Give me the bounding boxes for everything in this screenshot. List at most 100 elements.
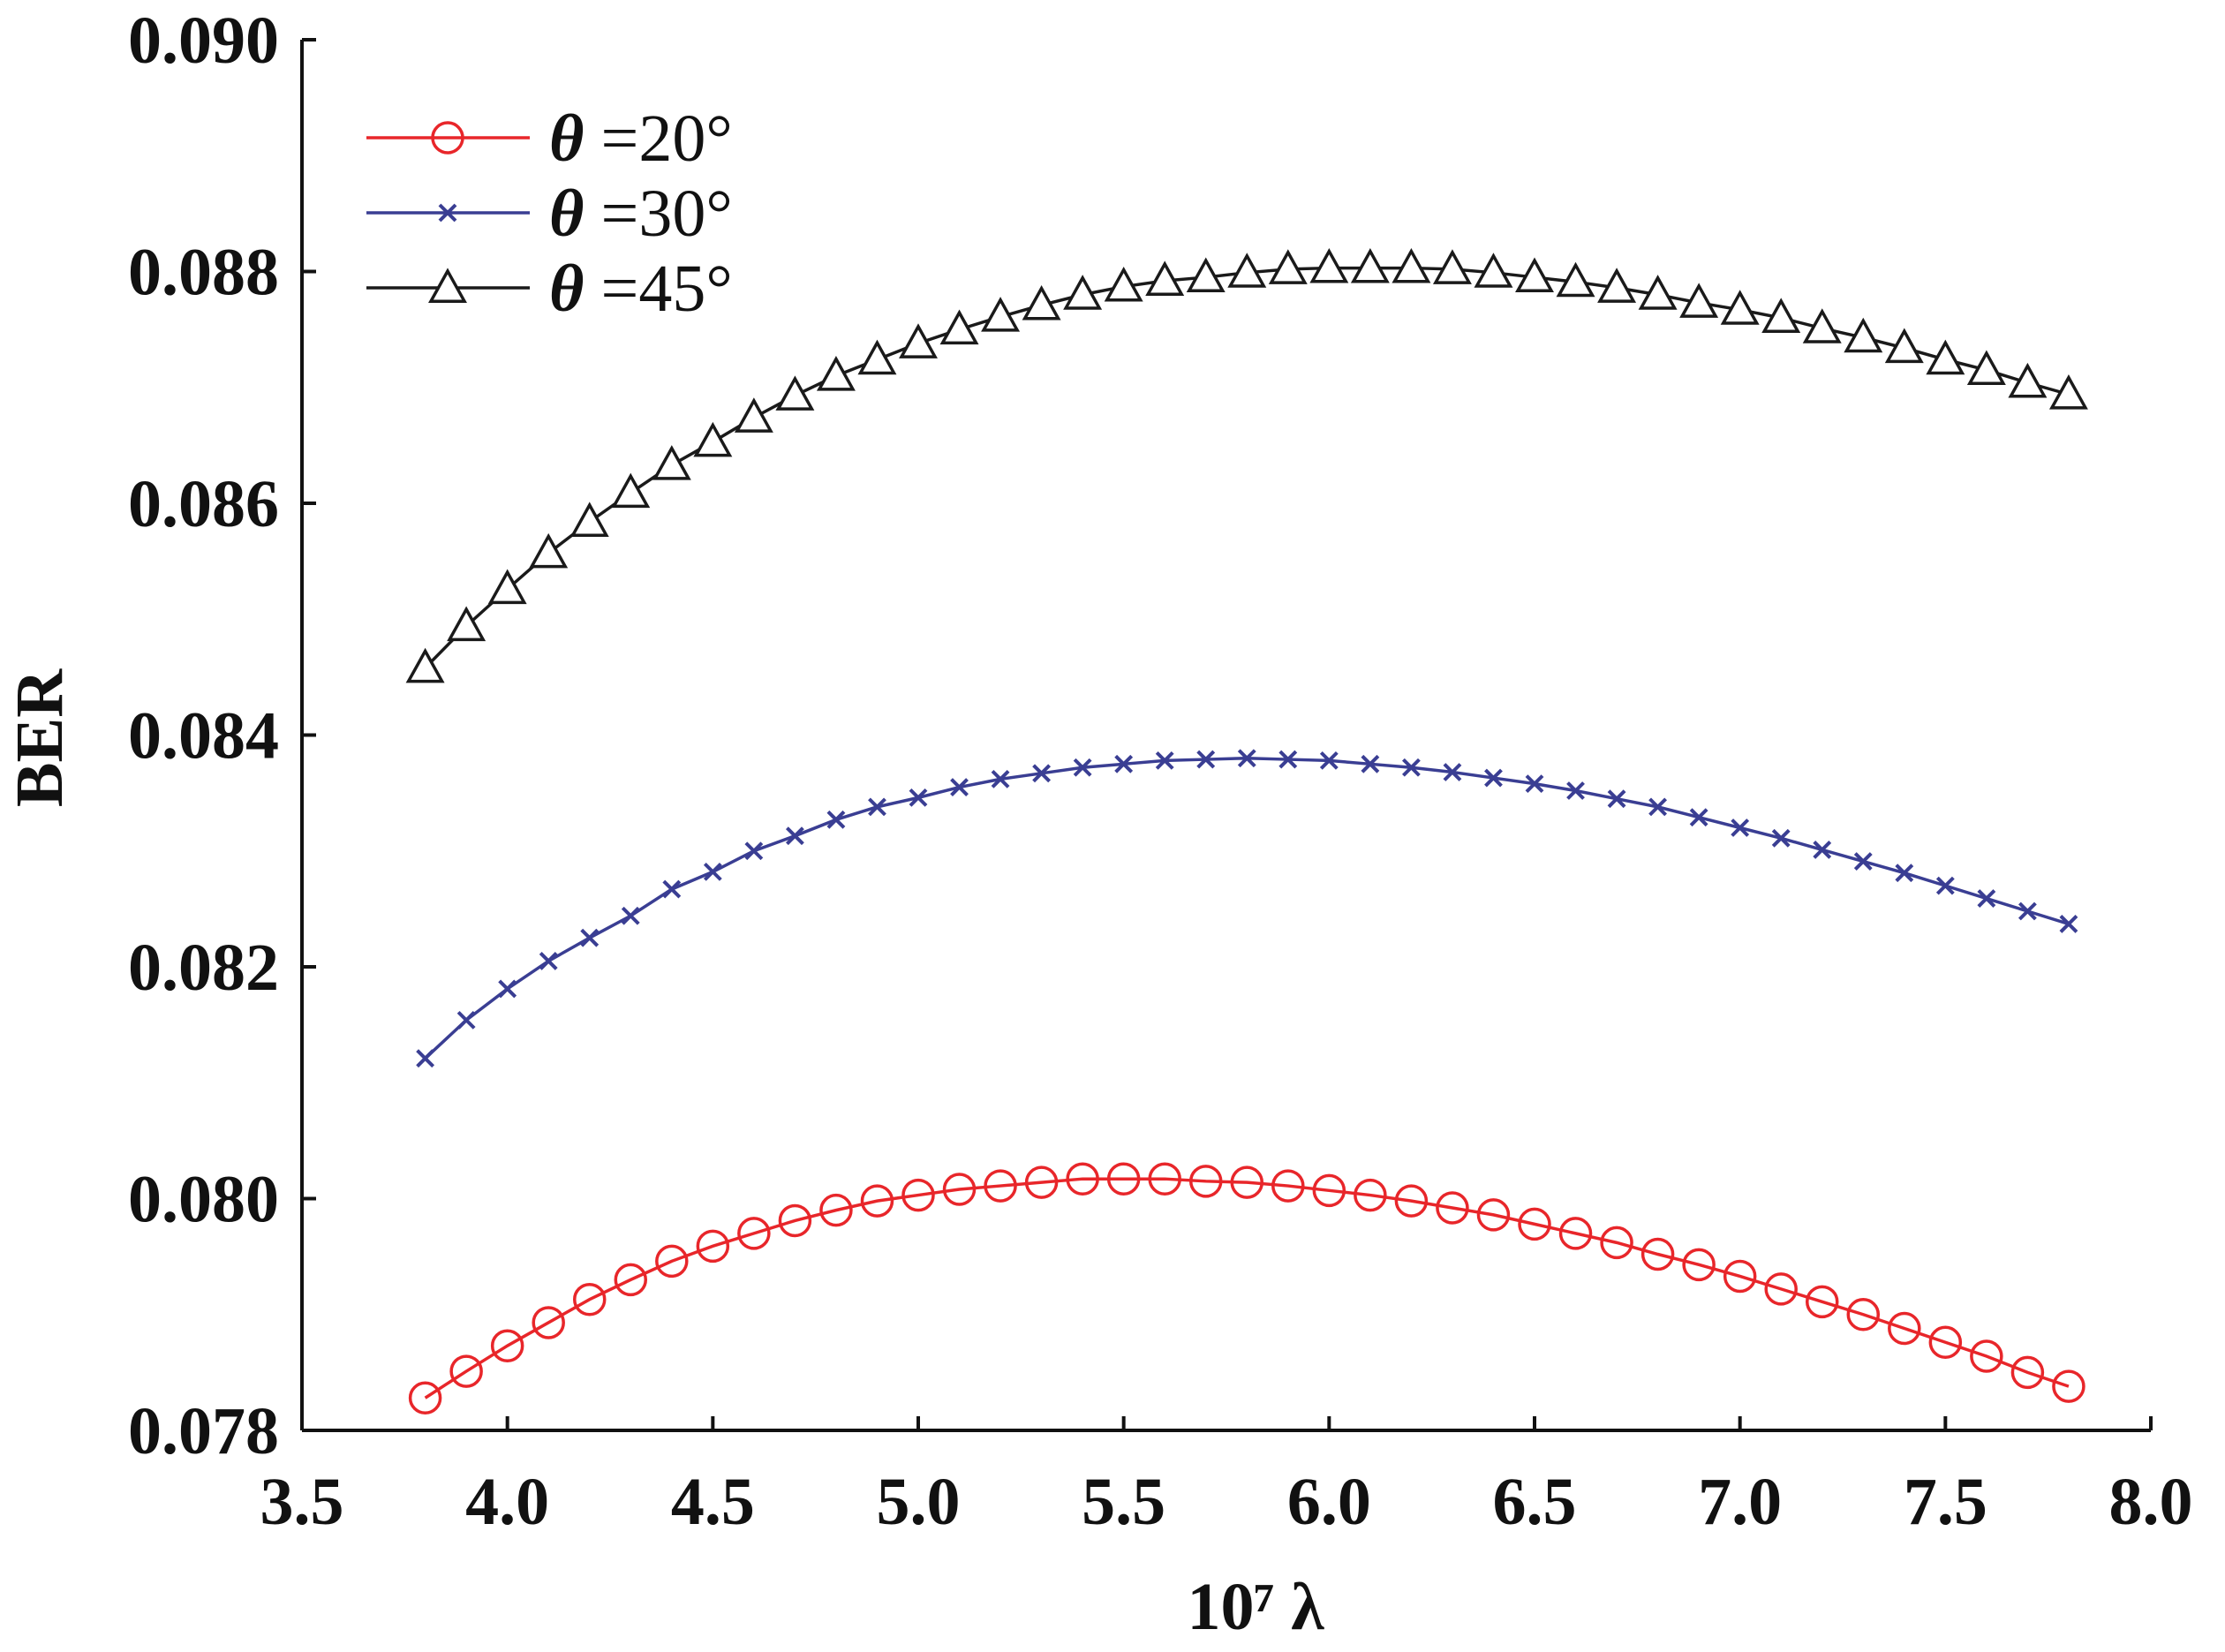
x-tick-label: 6.0 [1287, 1465, 1371, 1539]
data-point-x [1689, 808, 1708, 827]
data-point-x [950, 778, 969, 796]
x-axis-title: 10⁷ λ [1187, 1570, 1324, 1644]
data-point-x [1361, 754, 1380, 773]
data-point-triangle [1474, 253, 1513, 288]
data-point-circle [1970, 1339, 2003, 1373]
data-point-triangle [1268, 249, 1308, 284]
legend-value: =20° [584, 102, 732, 176]
data-point-circle [1188, 1165, 1223, 1198]
x-tick-label: 5.5 [1082, 1465, 1165, 1539]
data-point-circle [1066, 1162, 1099, 1196]
data-point-x [1853, 852, 1873, 871]
legend-label: θ =20° [549, 102, 733, 176]
data-point-circle [449, 1354, 483, 1388]
data-point-x [662, 879, 682, 899]
data-point-circle [984, 1169, 1017, 1203]
data-point-triangle [1802, 308, 1842, 343]
data-point-circle [860, 1184, 894, 1218]
data-point-x [744, 841, 764, 861]
data-point-x [1731, 818, 1750, 837]
data-point-x [1443, 763, 1462, 781]
data-point-x [1114, 754, 1134, 773]
series-x [416, 749, 2078, 1068]
data-point-triangle [1227, 253, 1267, 288]
data-point-circle [1600, 1226, 1633, 1260]
data-point-x [1977, 889, 1996, 908]
data-point-triangle [1432, 249, 1472, 284]
x-tick-label: 3.5 [260, 1465, 344, 1539]
data-point-x [1566, 781, 1585, 800]
legend-entry: θ =45° [366, 252, 733, 326]
series-line [424, 756, 2070, 1060]
data-point-triangle [939, 309, 979, 345]
data-point-circle [819, 1193, 853, 1227]
legend-theta: θ [549, 177, 584, 251]
data-point-circle [1682, 1248, 1716, 1282]
data-point-x [1813, 841, 1832, 859]
legend-entry: θ =30° [366, 177, 733, 251]
data-point-circle [1518, 1207, 1551, 1241]
data-point-circle [1723, 1259, 1757, 1294]
data-point-circle [1805, 1285, 1839, 1319]
data-point-triangle [1186, 257, 1226, 293]
data-point-circle [408, 1381, 442, 1414]
data-point-triangle [1966, 350, 2006, 386]
data-point-circle [1846, 1298, 1881, 1331]
data-point-circle [1888, 1311, 1921, 1346]
data-point-triangle [981, 297, 1021, 332]
data-point-circle [2052, 1369, 2085, 1403]
data-point-x [991, 769, 1010, 788]
legend-marker-x [438, 203, 457, 223]
x-tick-label: 4.0 [465, 1465, 549, 1539]
y-tick-label: 0.082 [128, 931, 279, 1005]
y-tick-label: 0.086 [128, 467, 279, 541]
y-axis-title: BER [3, 668, 77, 807]
series-group [405, 247, 2088, 1414]
data-point-triangle [1022, 284, 1061, 321]
data-point-x [416, 1049, 435, 1068]
data-point-x [1073, 758, 1092, 777]
x-tick-label: 6.5 [1493, 1465, 1577, 1539]
data-point-circle [1106, 1162, 1141, 1196]
x-tick-label: 7.0 [1698, 1465, 1782, 1539]
data-point-triangle [1556, 261, 1595, 298]
data-point-circle [1640, 1237, 1675, 1271]
data-point-x [1607, 789, 1626, 809]
data-point-x [1237, 749, 1256, 768]
series-line [424, 1177, 2070, 1399]
data-point-circle [2010, 1355, 2045, 1390]
legend: θ =20°θ =30°θ =45° [366, 102, 733, 326]
data-point-triangle [1350, 247, 1390, 283]
data-point-x [703, 862, 722, 881]
data-point-circle [901, 1178, 935, 1212]
data-point-circle [1394, 1184, 1429, 1218]
data-point-x [1525, 774, 1544, 794]
x-tick-label: 4.5 [671, 1465, 755, 1539]
x-tick-label: 7.5 [1904, 1465, 1987, 1539]
data-point-x [1196, 750, 1216, 769]
data-point-triangle [529, 532, 569, 569]
data-point-triangle [1638, 275, 1678, 310]
data-point-x [868, 797, 886, 817]
axes: 0.078 0.080 0.082 0.084 0.086 0.088 0.090 3.5 4.… [128, 4, 2193, 1539]
data-point-x [785, 826, 804, 846]
data-point-x [1032, 764, 1052, 783]
data-point-triangle [1884, 328, 1924, 364]
data-point-x [1771, 828, 1791, 848]
data-point-circle [1476, 1198, 1511, 1232]
data-point-circle [572, 1282, 607, 1316]
data-point-triangle [2048, 374, 2088, 410]
data-point-x [1895, 864, 1914, 883]
data-point-circle [778, 1203, 812, 1238]
data-point-circle [1558, 1217, 1593, 1250]
data-point-triangle [1926, 339, 1965, 375]
x-tick-label: 5.0 [877, 1465, 961, 1539]
data-point-circle [1312, 1173, 1346, 1208]
series-triangle [405, 247, 2088, 683]
data-point-circle [737, 1217, 771, 1250]
legend-value: =45° [584, 252, 732, 326]
data-point-triangle [899, 323, 938, 358]
data-point-triangle [816, 356, 856, 391]
data-point-x [539, 952, 558, 970]
data-point-circle [942, 1173, 977, 1206]
